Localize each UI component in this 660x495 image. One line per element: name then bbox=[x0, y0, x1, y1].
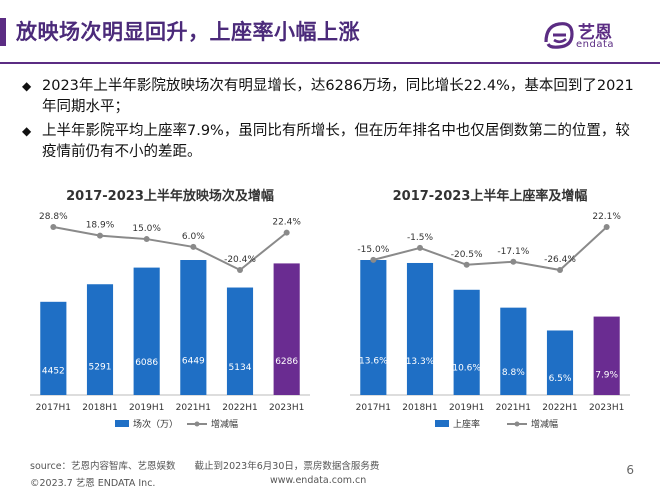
bar-value-label: 10.6% bbox=[452, 364, 481, 374]
line-point-2019H1 bbox=[463, 261, 470, 268]
x-tick-label: 2022H1 bbox=[542, 403, 577, 413]
line-series-growth bbox=[373, 226, 608, 272]
line-point-2018H1 bbox=[417, 244, 423, 251]
x-tick-label: 2018H1 bbox=[402, 403, 437, 413]
x-tick-label: 2022H1 bbox=[222, 403, 257, 413]
line-point-2018H1 bbox=[97, 232, 103, 239]
line-series-growth bbox=[53, 226, 288, 272]
line-value-label: 6.0% bbox=[182, 232, 205, 242]
bar-2019H1 bbox=[453, 289, 480, 395]
legend-line-marker bbox=[194, 421, 200, 427]
line-point-2021H1 bbox=[510, 258, 517, 265]
line-value-label: 28.8% bbox=[39, 212, 68, 222]
legend-bar-swatch bbox=[435, 420, 449, 427]
bar-value-label: 4452 bbox=[42, 367, 65, 377]
bar-value-label: 7.9% bbox=[595, 370, 618, 380]
line-point-2017H1 bbox=[370, 256, 377, 263]
logo-text-en: endata bbox=[576, 39, 615, 50]
line-point-2022H1 bbox=[557, 267, 563, 273]
x-tick-label: 2017H1 bbox=[36, 403, 71, 413]
bar-2017H1 bbox=[40, 301, 67, 395]
legend-line-label: 增减幅 bbox=[211, 418, 238, 430]
legend-line-marker bbox=[514, 421, 520, 427]
x-tick-label: 2021H1 bbox=[176, 403, 211, 413]
page-title: 放映场次明显回升，上座率小幅上涨 bbox=[16, 20, 360, 44]
bar-value-label: 13.3% bbox=[406, 357, 435, 367]
bar-2018H1 bbox=[86, 284, 114, 395]
line-value-label: -1.5% bbox=[407, 233, 434, 243]
bar-value-label: 6086 bbox=[135, 358, 158, 368]
footer-url[interactable]: www.endata.com.cn bbox=[270, 475, 367, 486]
line-point-2023H1 bbox=[283, 229, 290, 236]
bar-2022H1 bbox=[546, 330, 574, 395]
line-value-label: -20.5% bbox=[451, 250, 483, 260]
line-point-2021H1 bbox=[190, 243, 197, 250]
line-point-2023H1 bbox=[603, 224, 610, 230]
x-tick-label: 2021H1 bbox=[496, 403, 531, 413]
x-tick-label: 2018H1 bbox=[82, 403, 117, 413]
bullet-diamond-icon: ◆ bbox=[22, 124, 32, 138]
line-value-label: -20.4% bbox=[224, 255, 256, 265]
bar-2018H1 bbox=[406, 262, 434, 395]
bar-2023H1 bbox=[593, 316, 620, 395]
bar-value-label: 6286 bbox=[275, 357, 298, 367]
footer-source: source：艺恩内容智库、艺恩娱数 截止到2023年6月30日，票房数据含服务… bbox=[30, 461, 380, 472]
bar-value-label: 6449 bbox=[182, 356, 205, 366]
chart-title-screenings: 2017-2023上半年放映场次及增幅 bbox=[66, 189, 274, 204]
line-value-label: 22.1% bbox=[592, 212, 621, 222]
bullet-text: 上半年影院平均上座率7.9%，虽同比有所增长，但在历年排名中也仅居倒数第二的位置… bbox=[42, 123, 630, 160]
endata-logo: 艺恩 endata bbox=[542, 18, 640, 54]
bar-2021H1 bbox=[500, 307, 527, 395]
bullet-diamond-icon: ◆ bbox=[22, 79, 32, 93]
legend-bar-label: 场次（万） bbox=[133, 418, 178, 430]
line-value-label: -26.4% bbox=[544, 255, 576, 265]
bar-value-label: 13.6% bbox=[359, 356, 388, 366]
title-bar: 放映场次明显回升，上座率小幅上涨 艺恩 endata bbox=[0, 0, 660, 66]
bar-value-label: 8.8% bbox=[502, 368, 525, 378]
title-accent-bar bbox=[0, 18, 6, 46]
bullet-text: 2023年上半年影院放映场次有明显增长，达6286万场，同比增长22.4%，基本… bbox=[42, 78, 634, 115]
bar-value-label: 6.5% bbox=[549, 374, 572, 384]
bar-2019H1 bbox=[133, 267, 160, 395]
line-point-2019H1 bbox=[143, 236, 150, 243]
title-divider bbox=[0, 62, 660, 64]
line-point-2022H1 bbox=[237, 267, 243, 273]
line-value-label: 22.4% bbox=[272, 218, 301, 228]
line-value-label: 18.9% bbox=[86, 221, 115, 231]
bar-value-label: 5134 bbox=[229, 363, 252, 373]
bullet-item: ◆ 2023年上半年影院放映场次有明显增长，达6286万场，同比增长22.4%，… bbox=[22, 76, 642, 118]
x-tick-label: 2023H1 bbox=[269, 403, 304, 413]
line-value-label: -15.0% bbox=[357, 245, 389, 255]
legend-bar-swatch bbox=[115, 420, 129, 427]
footer-copyright: ©2023.7 艺恩 ENDATA Inc. bbox=[30, 478, 156, 489]
x-tick-label: 2017H1 bbox=[356, 403, 391, 413]
x-tick-label: 2023H1 bbox=[589, 403, 624, 413]
bullet-item: ◆ 上半年影院平均上座率7.9%，虽同比有所增长，但在历年排名中也仅居倒数第二的… bbox=[22, 121, 642, 163]
line-point-2017H1 bbox=[50, 224, 57, 230]
bar-value-label: 5291 bbox=[89, 362, 112, 372]
logo-icon bbox=[544, 22, 574, 49]
chart-title-occupancy: 2017-2023上半年上座率及增幅 bbox=[392, 189, 588, 204]
x-tick-label: 2019H1 bbox=[449, 403, 484, 413]
legend-bar-label: 上座率 bbox=[453, 418, 480, 430]
legend-line-label: 增减幅 bbox=[531, 418, 558, 430]
line-value-label: 15.0% bbox=[132, 224, 161, 234]
bar-2021H1 bbox=[180, 260, 207, 395]
bar-2017H1 bbox=[360, 260, 387, 395]
page-number: 6 bbox=[626, 463, 634, 477]
bar-2022H1 bbox=[226, 287, 254, 395]
bar-2023H1 bbox=[273, 263, 300, 395]
x-tick-label: 2019H1 bbox=[129, 403, 164, 413]
line-value-label: -17.1% bbox=[497, 247, 529, 257]
bullet-list: ◆ 2023年上半年影院放映场次有明显增长，达6286万场，同比增长22.4%，… bbox=[22, 76, 642, 166]
logo-text-cn: 艺恩 bbox=[578, 23, 612, 43]
chart-occupancy: 13.6% 2017H1 13.3% 2018H1 10.6% 2019H1 8.8% 202… bbox=[350, 212, 630, 430]
chart-screenings: 4452 2017H1 5291 2018H1 6086 2019H1 6449 2021H1… bbox=[30, 212, 310, 430]
